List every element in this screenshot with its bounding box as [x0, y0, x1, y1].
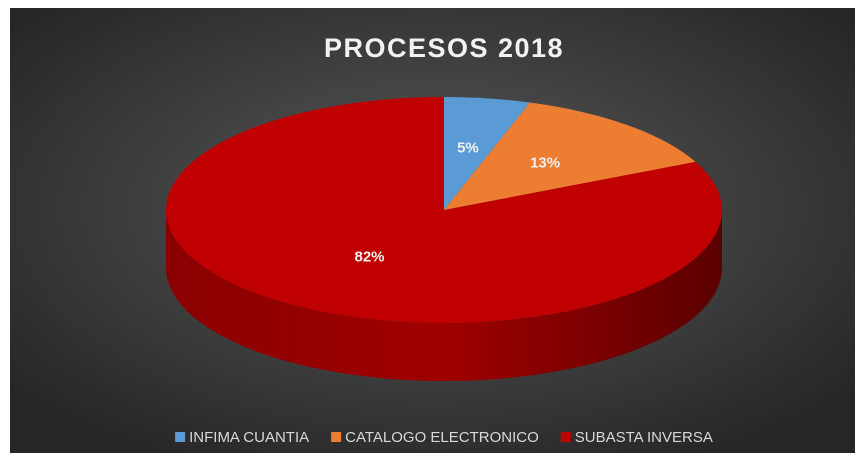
legend-label: CATALOGO ELECTRONICO: [345, 429, 539, 446]
legend-label: INFIMA CUANTIA: [189, 429, 309, 446]
slice-side: [166, 210, 722, 381]
legend-label: SUBASTA INVERSA: [575, 429, 713, 446]
pie-slice: [444, 102, 696, 210]
data-label: 82%: [355, 249, 385, 266]
legend-swatch: [560, 432, 571, 442]
legend-swatch: [331, 432, 342, 442]
data-label: 5%: [457, 140, 479, 157]
pie-slice: [166, 97, 722, 323]
chart-title: PROCESOS 2018: [324, 33, 564, 63]
data-label: 13%: [530, 154, 560, 171]
legend-swatch: [175, 432, 186, 442]
pie-slice: [444, 97, 530, 210]
